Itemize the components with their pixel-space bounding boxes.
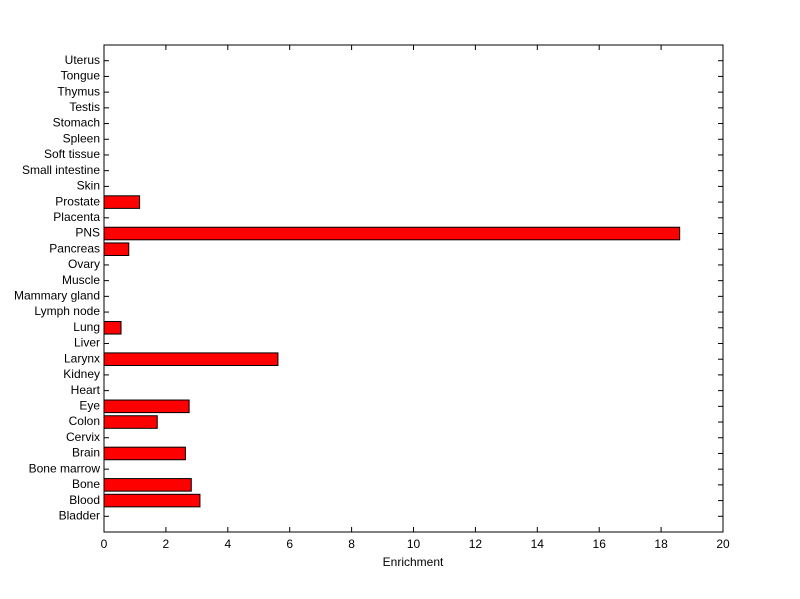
- y-tick-label: Soft tissue: [44, 147, 100, 161]
- y-tick-label: Uterus: [65, 53, 100, 67]
- y-tick-label: Larynx: [64, 351, 100, 365]
- y-tick-label: Lymph node: [34, 304, 100, 318]
- y-tick-label: Liver: [74, 336, 100, 350]
- y-tick-label: Stomach: [53, 116, 100, 130]
- y-tick-label: PNS: [75, 226, 100, 240]
- bar: [103, 399, 190, 414]
- bar: [103, 415, 158, 429]
- y-tick-label: Heart: [71, 383, 101, 397]
- y-tick-label: Bone marrow: [29, 461, 101, 475]
- x-tick-label: 10: [407, 537, 421, 551]
- y-tick-label: Tongue: [61, 69, 101, 83]
- x-tick-label: 18: [654, 537, 668, 551]
- x-tick-label: 12: [469, 537, 483, 551]
- y-tick-label: Cervix: [66, 430, 100, 444]
- x-tick-label: 14: [531, 537, 545, 551]
- y-tick-label: Prostate: [55, 194, 100, 208]
- bar: [103, 320, 122, 335]
- y-tick-label: Testis: [69, 100, 100, 114]
- y-tick-label: Spleen: [63, 131, 100, 145]
- bar: [103, 195, 141, 209]
- x-tick-label: 0: [101, 537, 108, 551]
- y-tick-label: Colon: [69, 414, 100, 428]
- y-tick-label: Muscle: [62, 273, 100, 287]
- y-tick-label: Eye: [79, 398, 100, 412]
- plot-frame: [103, 44, 724, 533]
- x-tick-label: 2: [163, 537, 170, 551]
- bar: [103, 352, 279, 366]
- y-tick-label: Small intestine: [22, 163, 100, 177]
- x-tick-label: 20: [716, 537, 730, 551]
- x-tick-label: 6: [286, 537, 293, 551]
- y-tick-label: Mammary gland: [14, 289, 100, 303]
- bar: [103, 242, 130, 257]
- x-axis-label: Enrichment: [383, 555, 444, 569]
- y-tick-label: Bladder: [59, 508, 100, 522]
- y-tick-label: Brain: [72, 446, 100, 460]
- y-tick-label: Placenta: [53, 210, 100, 224]
- bar: [103, 446, 186, 461]
- y-tick-label: Pancreas: [49, 241, 100, 255]
- y-tick-label: Thymus: [57, 84, 100, 98]
- bar: [103, 493, 201, 508]
- y-tick-label: Lung: [73, 320, 100, 334]
- y-tick-label: Kidney: [63, 367, 100, 381]
- x-tick-label: 8: [348, 537, 355, 551]
- y-tick-label: Bone: [72, 477, 100, 491]
- x-tick-label: 16: [593, 537, 607, 551]
- bar: [103, 226, 681, 241]
- y-tick-label: Blood: [69, 493, 100, 507]
- y-tick-label: Ovary: [68, 257, 100, 271]
- x-tick-label: 4: [224, 537, 231, 551]
- bar: [103, 478, 192, 492]
- y-tick-label: Skin: [77, 179, 100, 193]
